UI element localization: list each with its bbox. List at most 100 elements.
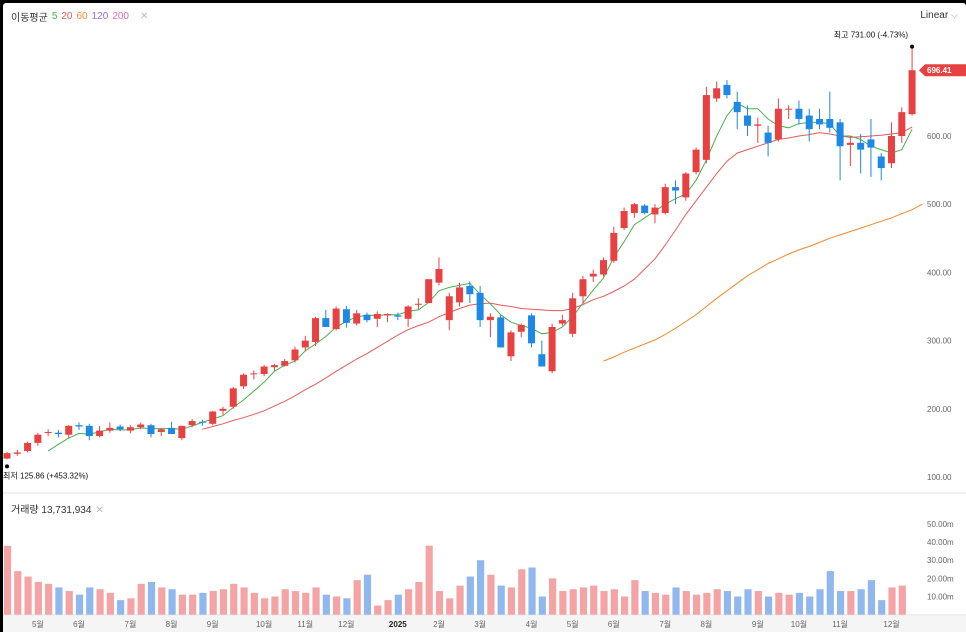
x-tick-label: 12월 [883, 619, 899, 629]
candle-body [651, 207, 659, 215]
candle-body [785, 108, 793, 110]
candle-body [260, 366, 268, 375]
candle-body [373, 314, 381, 319]
x-axis-band [3, 616, 966, 632]
volume-bar [477, 560, 485, 615]
x-tick-label: 6월 [608, 619, 620, 629]
candle-body [414, 303, 422, 305]
volume-bar [888, 587, 896, 615]
candle-body [96, 430, 104, 437]
volume-bar [178, 594, 186, 615]
price-tick-label: 100.00 [927, 473, 952, 482]
volume-bar [250, 592, 258, 615]
volume-bar [96, 589, 104, 615]
low-annotation: 최저 125.86 (+453.32%) [3, 470, 89, 480]
candle-body [600, 260, 608, 275]
current-price-tag [919, 64, 966, 77]
candle-body [548, 326, 556, 372]
x-tick-label: 11월 [297, 619, 313, 629]
legend-title: 이동평균 [11, 13, 48, 24]
volume-bar [662, 594, 670, 615]
volume-bar [672, 587, 680, 615]
volume-bar [415, 581, 423, 615]
candle-body [85, 425, 93, 437]
x-tick-label: 5월 [32, 619, 44, 629]
volume-bar [497, 585, 505, 615]
candle-body [3, 453, 11, 459]
candle-body [394, 315, 402, 317]
volume-bar [754, 591, 762, 615]
moving-average-legend[interactable]: 이동평균 5 20 60 120 200 ✕ [11, 9, 148, 24]
scale-toggle-button[interactable]: Linear ⌵ [920, 10, 958, 21]
price-tick-label: 300.00 [927, 337, 952, 346]
legend-ma-60[interactable]: 60 [76, 11, 88, 22]
candle-body [147, 425, 155, 435]
candle-body [486, 316, 494, 321]
candle-body [641, 205, 649, 214]
volume-bar [45, 583, 53, 615]
low-marker [5, 464, 9, 469]
legend-ma-200[interactable]: 200 [112, 11, 129, 22]
volume-bar [549, 578, 557, 615]
legend-ma-5[interactable]: 5 [51, 11, 58, 22]
price-tick-label: 600.00 [927, 132, 952, 141]
x-tick-label: 8월 [166, 619, 178, 629]
legend-ma-20[interactable]: 20 [61, 11, 73, 22]
volume-bar [610, 589, 618, 615]
volume-bar [867, 580, 876, 615]
volume-bar [816, 589, 824, 615]
candle-body [476, 292, 484, 321]
close-icon[interactable]: ✕ [140, 11, 149, 22]
candle-body [610, 232, 618, 261]
candle-body [466, 286, 474, 295]
volume-bar [631, 580, 639, 615]
candle-body [682, 173, 690, 198]
volume-bar [878, 600, 886, 615]
candle-body [867, 139, 875, 148]
volume-bar [826, 571, 834, 615]
legend-ma-120[interactable]: 120 [91, 11, 109, 22]
candle-body [425, 279, 433, 304]
volume-bar [158, 587, 166, 615]
volume-label: 거래량 13,731,934 [11, 505, 92, 516]
x-tick-label: 10월 [256, 619, 272, 629]
candle-body [384, 314, 392, 316]
price-tick-label: 200.00 [927, 405, 952, 414]
candle-body [538, 354, 546, 367]
volume-bar [343, 598, 351, 615]
candle-body [116, 426, 124, 430]
candle-body [795, 108, 803, 119]
volume-bar [291, 591, 300, 615]
x-tick-label: 3월 [474, 619, 486, 629]
candle-body [661, 187, 669, 214]
scale-label: Linear [920, 10, 949, 21]
volume-bar [147, 581, 156, 615]
volume-bar [621, 596, 629, 615]
chart-frame: 이동평균 5 20 60 120 200 ✕ Linear ⌵ 거래량 13,731,93… [3, 3, 966, 632]
candle-body [898, 112, 906, 136]
volume-bar [117, 600, 125, 615]
volume-bar [559, 591, 567, 615]
x-tick-label: 6월 [73, 619, 85, 629]
close-icon[interactable]: ✕ [95, 505, 104, 516]
candle-body [106, 427, 114, 431]
candle-body [291, 349, 299, 361]
candle-body [24, 442, 32, 452]
candle-body [558, 320, 566, 324]
candle-body [44, 431, 52, 433]
candle-body [332, 308, 340, 330]
candle-body [198, 421, 206, 423]
candle-body [497, 317, 505, 348]
volume-bar [713, 589, 721, 615]
x-tick-label: 7월 [659, 619, 671, 629]
volume-bar [302, 592, 310, 615]
volume-bar [651, 592, 660, 615]
volume-bar [3, 545, 12, 615]
candle-body [723, 84, 731, 96]
volume-bar [405, 589, 413, 615]
volume-bar [24, 576, 32, 615]
volume-bar [446, 598, 454, 615]
candle-body [178, 425, 186, 439]
volume-bar [569, 589, 577, 615]
